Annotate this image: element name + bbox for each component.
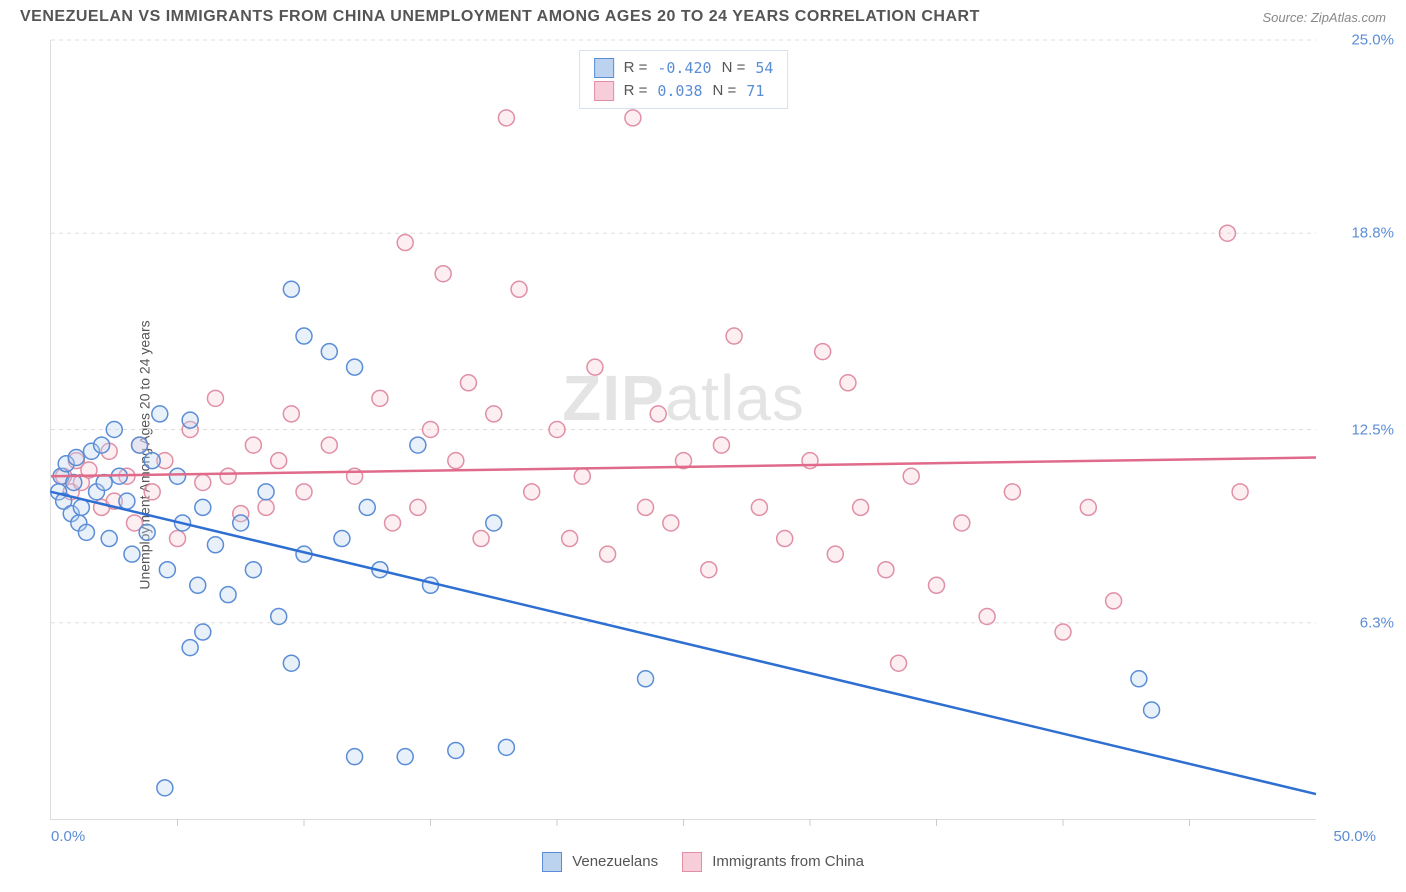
correlation-row-2: R = 0.038 N = 71: [594, 80, 774, 103]
legend-item-venezuelans: Venezuelans: [542, 852, 658, 872]
correlation-row-1: R = -0.420 N = 54: [594, 57, 774, 80]
x-axis-max-label: 50.0%: [1333, 828, 1376, 845]
legend-swatch-china: [594, 81, 614, 101]
series-legend: Venezuelans Immigrants from China: [542, 852, 864, 872]
y-tick-label: 18.8%: [1351, 225, 1394, 242]
correlation-legend: R = -0.420 N = 54 R = 0.038 N = 71: [579, 50, 789, 109]
plot-area: ZIPatlas R = -0.420 N = 54 R = 0.038 N =…: [50, 40, 1316, 820]
plot-svg: [51, 40, 1316, 819]
chart-source: Source: ZipAtlas.com: [1262, 10, 1386, 25]
chart-header: VENEZUELAN VS IMMIGRANTS FROM CHINA UNEM…: [0, 0, 1406, 30]
legend-item-china: Immigrants from China: [682, 852, 864, 872]
chart-title: VENEZUELAN VS IMMIGRANTS FROM CHINA UNEM…: [20, 8, 980, 26]
legend-swatch-icon: [542, 852, 562, 872]
y-tick-label: 6.3%: [1360, 614, 1394, 631]
y-tick-label: 25.0%: [1351, 32, 1394, 49]
y-tick-label: 12.5%: [1351, 421, 1394, 438]
legend-swatch-venezuelans: [594, 58, 614, 78]
chart-container: Unemployment Among Ages 20 to 24 years Z…: [0, 30, 1406, 880]
legend-swatch-icon: [682, 852, 702, 872]
x-axis-min-label: 0.0%: [51, 828, 85, 845]
